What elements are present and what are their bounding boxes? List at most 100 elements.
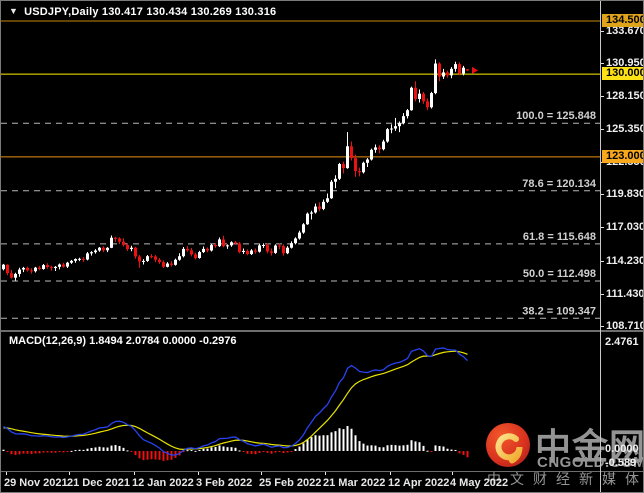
candle-body <box>342 164 345 169</box>
candle-body <box>166 263 169 267</box>
candle-body <box>2 264 5 270</box>
date-tick-mark <box>134 471 135 475</box>
candle-body <box>250 250 253 255</box>
candle-body <box>234 242 237 244</box>
candle-body <box>210 245 213 251</box>
candle-body <box>306 213 309 225</box>
candle-body <box>314 206 317 213</box>
candle-body <box>186 248 189 251</box>
candle-body <box>178 256 181 260</box>
price-level-badge: 123.000 <box>602 150 643 163</box>
candle-body <box>426 101 429 108</box>
candle-body <box>422 93 425 102</box>
candle-body <box>102 247 105 251</box>
candle-body <box>142 260 145 262</box>
candle-body <box>286 247 289 254</box>
candle-body <box>330 181 333 199</box>
price-level-badge: 134.500 <box>602 14 643 27</box>
date-tick-mark <box>390 471 391 475</box>
candle-body <box>278 245 281 247</box>
candle-body <box>190 250 193 255</box>
candle-body <box>226 245 229 247</box>
price-tick-mark <box>600 129 604 130</box>
candle-body <box>114 237 117 239</box>
date-label: 12 Apr 2022 <box>388 477 450 489</box>
candle-body <box>346 146 349 169</box>
watermark-tagline-char: 财 <box>533 471 547 487</box>
candle-body <box>374 147 377 150</box>
candle-body <box>450 68 453 76</box>
macd-main-line <box>3 347 468 456</box>
candle-body <box>354 158 357 172</box>
candle-body <box>58 264 61 267</box>
candle-body <box>94 250 97 253</box>
price-tick-mark <box>600 261 604 262</box>
watermark-tagline-char: 中 <box>487 471 501 487</box>
candle-body <box>106 247 109 251</box>
price-tick-mark <box>600 96 604 97</box>
candle-body <box>326 198 329 202</box>
price-tick-mark <box>600 194 604 195</box>
fib-level-label: 50.0 = 112.498 <box>523 268 596 280</box>
candle-body <box>62 264 65 267</box>
candle-body <box>454 64 457 69</box>
cngold-logo-icon <box>486 423 530 467</box>
watermark-tagline-char: 经 <box>556 471 570 487</box>
candle-body <box>170 263 173 265</box>
candle-body <box>26 267 29 271</box>
watermark-url-text: CNGOLD.COM.CN <box>537 454 643 471</box>
candle-body <box>74 259 77 261</box>
candle-body <box>90 252 93 254</box>
price-tick-label: 133.670 <box>606 25 644 37</box>
candle-body <box>350 146 353 159</box>
candle-body <box>22 267 25 270</box>
macd-indicator-area[interactable] <box>1 332 600 471</box>
macd-scale-label: 2.4761 <box>605 336 639 348</box>
candle-body <box>98 247 101 251</box>
candle-body <box>30 270 33 272</box>
price-chart-area[interactable]: 100.0 = 125.848 78.6 = 120.134 61.8 = 115.… <box>1 1 600 332</box>
date-tick-mark <box>452 471 453 475</box>
candle-body <box>390 128 393 130</box>
candle-body <box>38 267 41 269</box>
candles-group[interactable] <box>2 59 469 281</box>
watermark-tagline-char: 媒 <box>602 471 616 487</box>
candle-body <box>418 93 421 99</box>
date-label: 25 Feb 2022 <box>259 477 322 489</box>
candle-body <box>174 259 177 265</box>
candle-body <box>310 212 313 214</box>
candle-body <box>262 244 265 246</box>
candle-body <box>458 64 461 74</box>
price-tick-mark <box>600 227 604 228</box>
candle-body <box>218 239 221 247</box>
candle-body <box>266 244 269 252</box>
candle-body <box>46 265 49 268</box>
candle-body <box>318 206 321 209</box>
candle-body <box>182 248 185 257</box>
date-tick-mark <box>69 471 70 475</box>
candle-body <box>70 260 73 263</box>
price-tick-label: 114.230 <box>606 255 644 267</box>
date-label: 3 Feb 2022 <box>196 477 253 489</box>
price-level-badge: 130.000 <box>602 67 643 80</box>
date-label: 12 Jan 2022 <box>132 477 194 489</box>
candle-body <box>10 273 13 278</box>
candle-body <box>206 248 209 251</box>
candle-body <box>126 244 129 250</box>
symbol-dropdown-icon[interactable]: ▼ <box>9 6 19 16</box>
candle-body <box>246 250 249 255</box>
candle-body <box>358 171 361 173</box>
candle-body <box>466 69 469 71</box>
fib-level-label: 38.2 = 109.347 <box>522 305 596 317</box>
date-label: 21 Mar 2022 <box>323 477 386 489</box>
candle-body <box>158 259 161 263</box>
macd-indicator-label: MACD(12,26,9) 1.8494 2.0784 0.0000 -0.29… <box>9 335 237 347</box>
candle-body <box>394 126 397 129</box>
date-axis[interactable]: 29 Nov 2021 21 Dec 2021 12 Jan 2022 3 Feb 2… <box>1 471 643 492</box>
panel-separator[interactable] <box>1 330 643 332</box>
candle-body <box>34 267 37 272</box>
macd-histogram-group <box>2 426 469 461</box>
candle-body <box>162 262 165 267</box>
